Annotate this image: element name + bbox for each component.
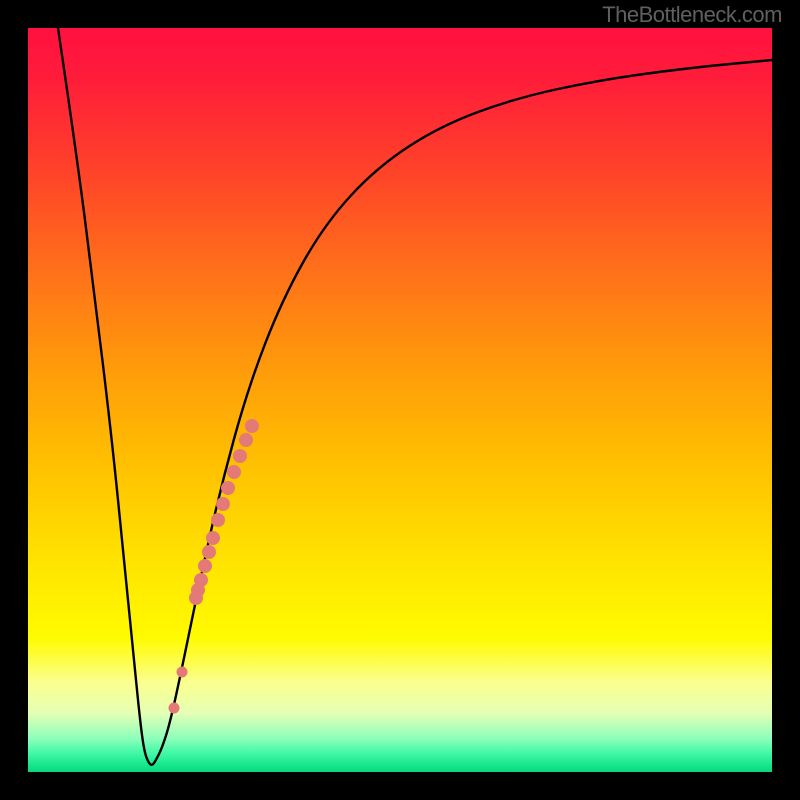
plot-background xyxy=(28,28,772,772)
data-marker xyxy=(194,573,208,587)
data-marker xyxy=(202,545,216,559)
data-marker xyxy=(245,419,259,433)
data-marker xyxy=(216,497,230,511)
data-marker xyxy=(206,531,220,545)
chart-container: TheBottleneck.com xyxy=(0,0,800,800)
data-marker xyxy=(239,433,253,447)
data-marker xyxy=(198,559,212,573)
data-marker xyxy=(177,667,188,678)
data-marker xyxy=(227,465,241,479)
data-marker xyxy=(169,703,180,714)
data-marker xyxy=(221,481,235,495)
watermark-text: TheBottleneck.com xyxy=(602,2,782,28)
bottleneck-chart xyxy=(0,0,800,800)
data-marker xyxy=(233,449,247,463)
data-marker xyxy=(211,513,225,527)
